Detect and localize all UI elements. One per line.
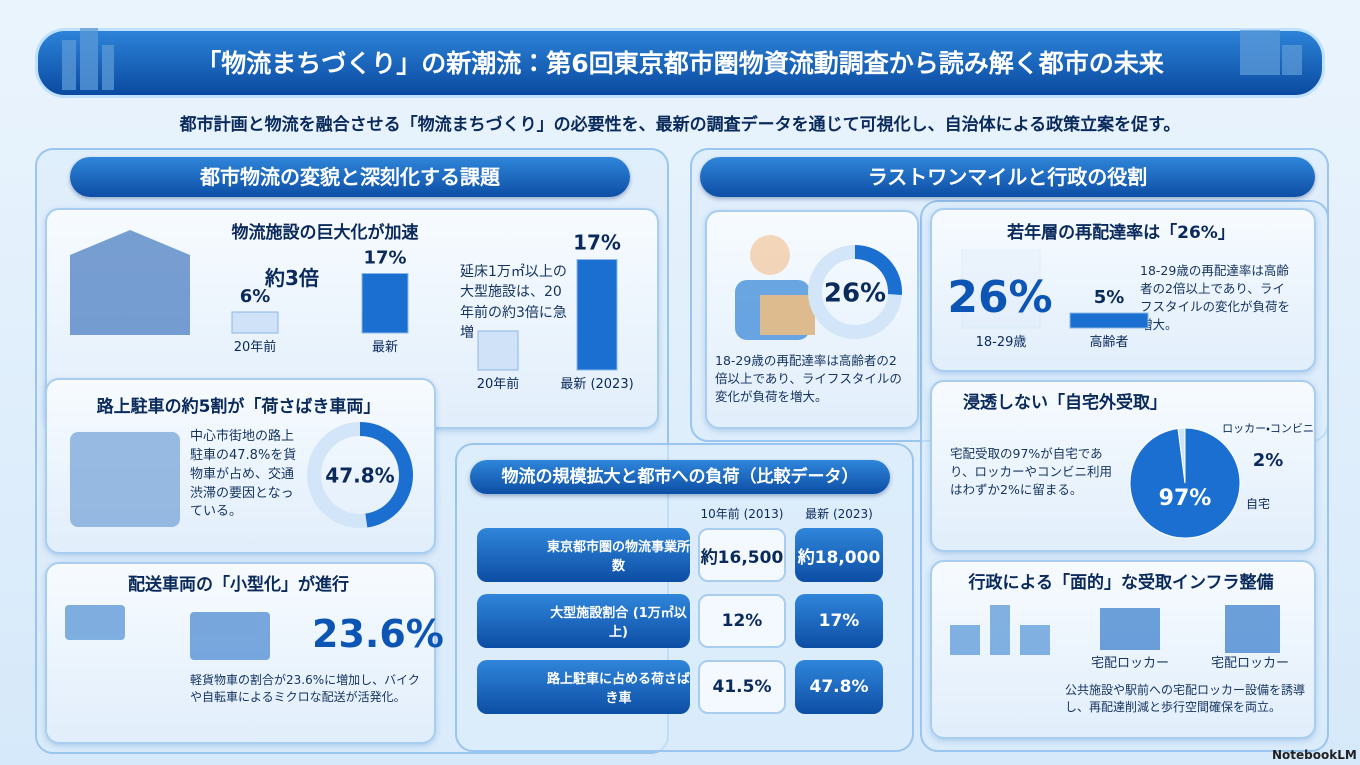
locker-label: 宅配ロッカー: [1210, 656, 1289, 671]
section-title: 都市物流の変貌と深刻化する課題: [70, 157, 630, 197]
section-title: 物流の規模拡大と都市への負荷（比較データ）: [470, 460, 890, 494]
card-title: 路上駐車の約5割が「荷さばき車両」: [96, 397, 381, 417]
table-value: 約16,500: [698, 528, 786, 582]
row-label: 路上駐車に占める荷さばき車: [477, 660, 690, 714]
table-value: 17%: [795, 594, 883, 648]
section-title: ラストワンマイルと行政の役割: [700, 157, 1315, 197]
card-title: 配送車両の「小型化」が進行: [128, 575, 349, 595]
header-title: 「物流まちづくり」の新潮流：第6回東京都市圏物資流動調査から読み解く都市の未来: [196, 49, 1164, 78]
pickup-card: [930, 380, 1316, 552]
redelivery-text: 18-29歳の再配達率は高齢者の2倍以上であり、ライフスタイルの変化が負荷を増大…: [715, 353, 902, 405]
parking-text: 中心市街地の路上駐車の47.8%を貨物車が占め、交通渋滞の要因となっている。: [190, 429, 297, 520]
card-title: 行政による「面的」な受取インフラ整備: [968, 573, 1274, 593]
vehicles-value: 23.6%: [312, 612, 444, 656]
table-value: 約18,000: [795, 528, 883, 582]
row-label: 東京都市圏の物流事業所数: [477, 528, 690, 582]
pickup-text: 宅配受取の97%が自宅であり、ロッカーやコンビニ利用はわずか2%に留まる。: [950, 446, 1113, 498]
young-card: [930, 208, 1316, 372]
header-subtitle: 都市計画と物流を融合させる「物流まちづくり」の必要性を、最新の調査データを通じて…: [179, 115, 1181, 135]
row-label: 大型施設割合 (1万㎡以上): [477, 594, 690, 648]
vehicles-text: 軽貨物車の割合が23.6%に増加し、バイクや自転車によるミクロな配送が活発化。: [190, 673, 420, 705]
card-title: 物流施設の巨大化が加速: [231, 223, 419, 243]
facility-note: 延床1万㎡以上の大型施設は、20年前の約3倍に急増: [460, 264, 567, 341]
infra-text: 公共施設や駅前への宅配ロッカー設備を誘導し、再配達削減と歩行空間確保を両立。: [1065, 683, 1306, 715]
card-title: 若年層の再配達率は「26%」: [1007, 223, 1235, 243]
multiplier: 約3倍: [265, 266, 319, 290]
table-value: 12%: [698, 594, 786, 648]
table-value: 41.5%: [698, 660, 786, 714]
young-text: 18-29歳の再配達率は高齢者の2倍以上であり、ライフスタイルの変化が負荷を増大…: [1140, 263, 1291, 333]
locker-label: 宅配ロッカー: [1090, 656, 1169, 671]
column-header: 最新 (2023): [805, 507, 873, 521]
table-value: 47.8%: [795, 660, 883, 714]
brand: NotebookLM: [1272, 748, 1357, 762]
header-banner: [35, 28, 1325, 98]
column-header: 10年前 (2013): [700, 507, 784, 521]
card-title: 浸透しない「自宅外受取」: [963, 393, 1167, 413]
